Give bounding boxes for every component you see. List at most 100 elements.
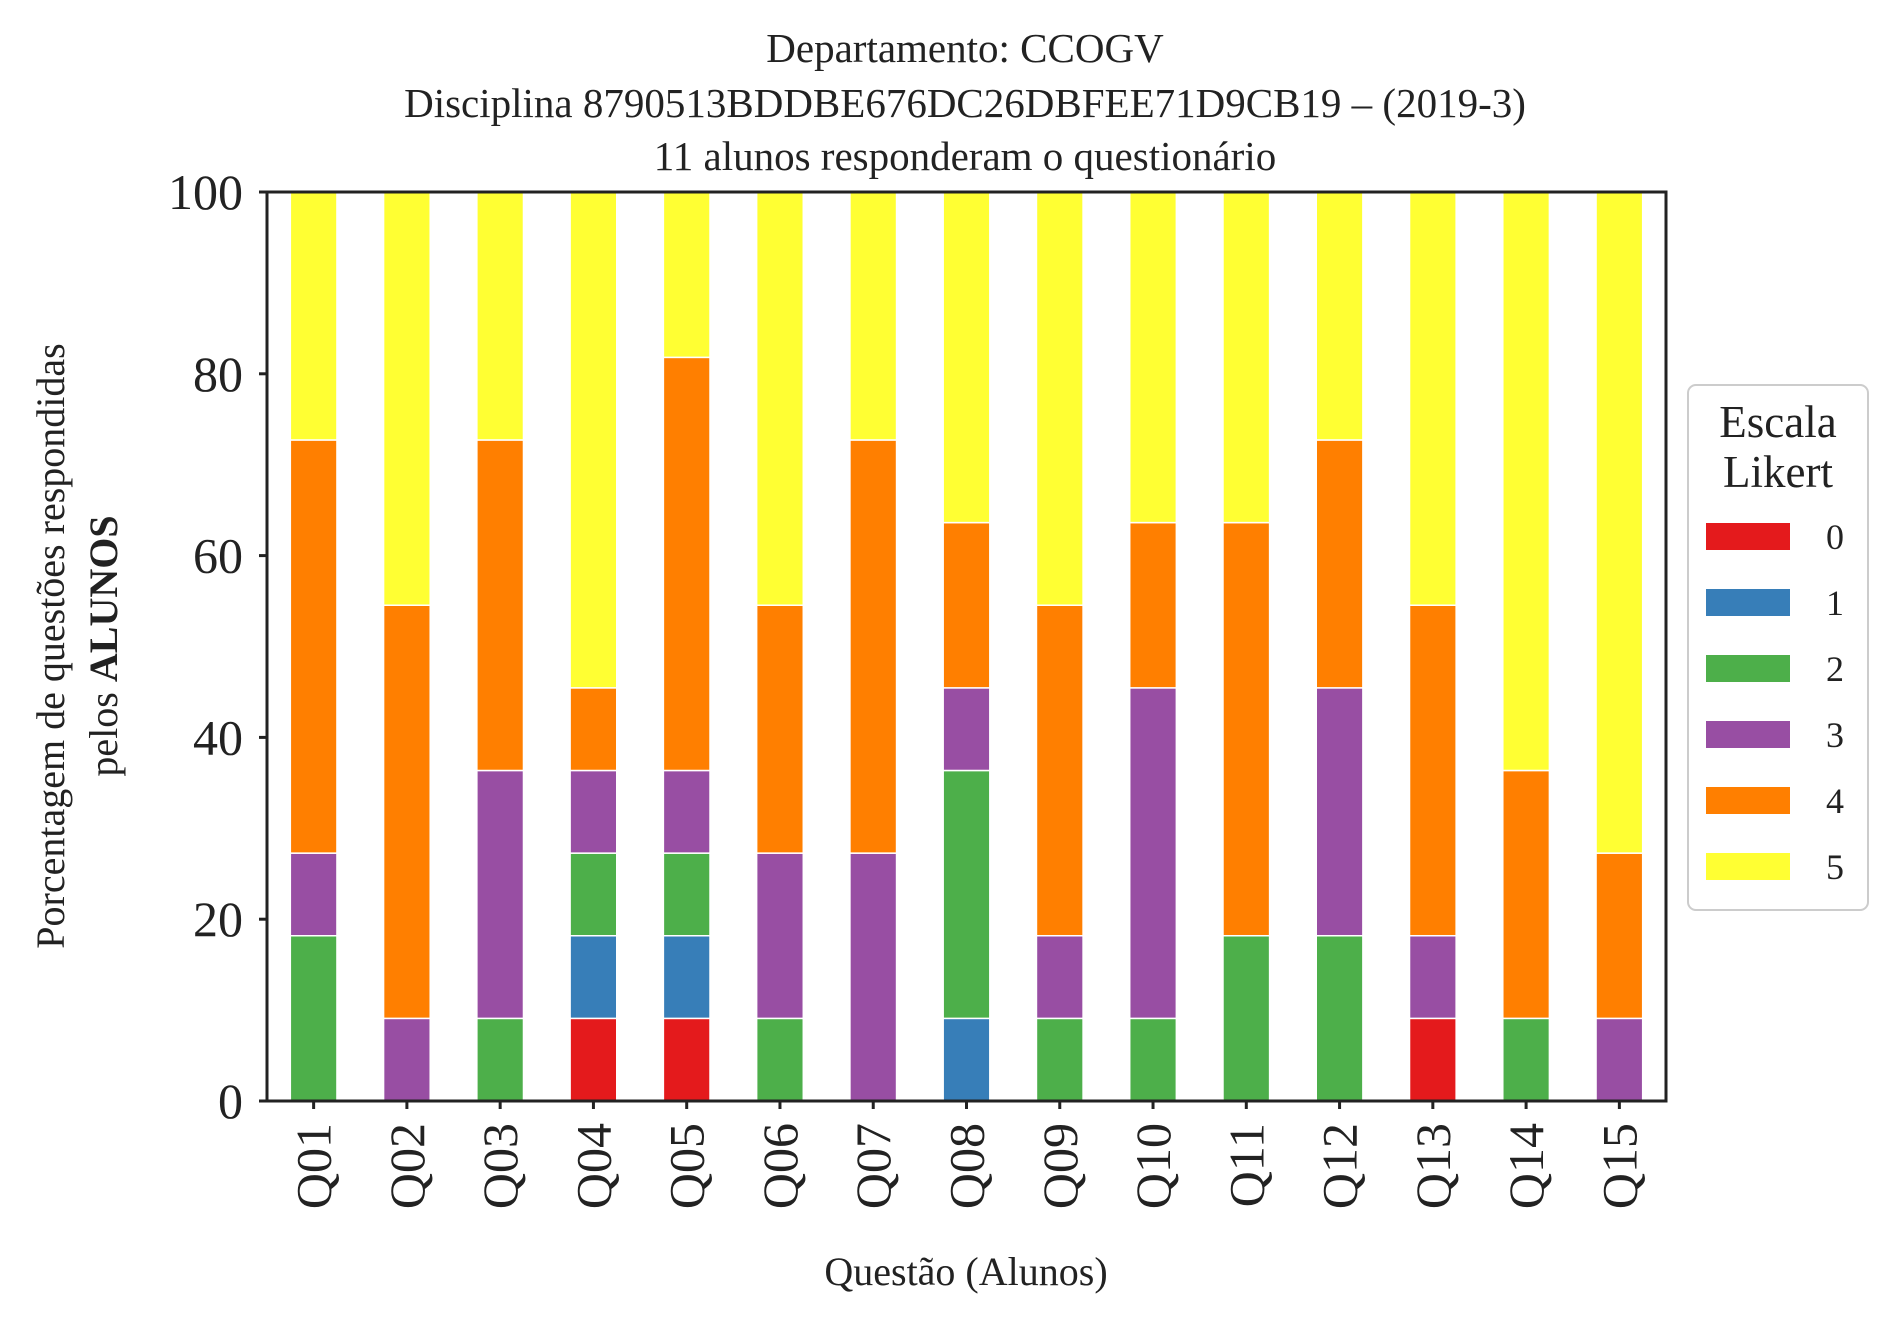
legend-label-0: 0 [1826,517,1844,557]
bar-segment-q13-likert-5 [1408,191,1457,606]
bar-segment-q10-likert-3 [1128,687,1178,1020]
bar-segment-q01-likert-3 [289,852,338,937]
bar-segment-q05-likert-0 [662,1017,711,1102]
y-axis-label-prefix: pelos [81,682,126,776]
bar-segment-q14-likert-5 [1502,191,1551,772]
bar-segment-q07-likert-5 [849,191,898,441]
x-tick-label-q15: Q15 [1591,1123,1647,1209]
bar-segment-q05-likert-3 [662,769,711,854]
bar-segment-q04-likert-3 [569,769,618,854]
legend-label-5: 5 [1826,847,1844,887]
x-tick-label-q12: Q12 [1312,1123,1368,1209]
title-line-3: 11 alunos responderam o questionário [654,133,1276,179]
x-tick-label-q05: Q05 [659,1123,715,1209]
x-tick-label-q03: Q03 [472,1123,528,1209]
y-axis-label-line-1: Porcentagem de questões respondidas [28,343,73,948]
bar-segment-q09-likert-3 [1035,934,1084,1020]
bar-segment-q03-likert-3 [476,769,525,1020]
bar-segment-q05-likert-5 [662,191,711,359]
legend-swatch-0 [1706,523,1790,550]
x-tick-label-q07: Q07 [845,1123,901,1209]
legend-swatch-3 [1706,721,1790,748]
legend-title-line-1: Escala [1719,397,1836,447]
bar-segment-q03-likert-2 [476,1017,525,1102]
bar-segment-q08-likert-2 [942,769,991,1020]
bar-segment-q04-likert-2 [569,852,618,937]
x-axis-ticks: Q01 Q02 Q03 Q04 Q05 Q06 Q07 Q08 Q09 Q10 Q11 Q12 Q13 Q… [286,1101,1647,1209]
legend-box [1687,384,1869,911]
bar-segment-q06-likert-4 [755,604,805,854]
bar-segment-q08-likert-3 [942,687,991,772]
bar-segment-q12-likert-2 [1315,934,1364,1102]
legend-title-line-2: Likert [1723,447,1833,497]
x-tick-label-q14: Q14 [1498,1123,1554,1209]
bar-segment-q02-likert-5 [382,191,431,606]
bar-segment-q14-likert-4 [1502,769,1551,1020]
legend-label-3: 3 [1826,715,1844,755]
x-axis-label: Questão (Alunos) [824,1249,1107,1294]
bar-segment-q15-likert-4 [1595,852,1644,1020]
x-tick-label-q10: Q10 [1125,1123,1181,1209]
legend-label-2: 2 [1826,649,1844,689]
bar-segment-q05-likert-2 [662,852,711,937]
bar-segment-q01-likert-5 [289,191,338,441]
y-axis-label-line-2: pelos ALUNOS [81,515,126,776]
bar-segment-q14-likert-2 [1502,1017,1551,1102]
y-tick-label: 80 [193,346,243,402]
bar-segment-q03-likert-5 [476,191,525,441]
bar-segment-q10-likert-4 [1128,521,1178,689]
bar-segment-q13-likert-0 [1408,1017,1457,1102]
bar-segment-q02-likert-3 [382,1017,431,1102]
bar-segment-q06-likert-3 [755,852,805,1020]
y-tick-label: 60 [193,528,243,584]
bar-segment-q09-likert-4 [1035,604,1084,937]
x-tick-label-q06: Q06 [752,1123,808,1209]
bar-segment-q01-likert-2 [289,934,338,1102]
legend-swatch-2 [1706,655,1790,682]
legend-label-1: 1 [1826,583,1844,623]
bar-segment-q15-likert-3 [1595,1017,1644,1102]
bar-segment-q08-likert-5 [942,191,991,524]
legend-label-4: 4 [1826,781,1844,821]
x-tick-label-q11: Q11 [1218,1123,1274,1207]
chart-title: Departamento: CCOGV Disciplina 8790513BD… [404,25,1526,179]
bar-segment-q13-likert-4 [1408,604,1457,937]
legend-swatch-1 [1706,589,1790,616]
title-line-2: Disciplina 8790513BDDBE676DC26DBFEE71D9C… [404,80,1526,126]
bars-layer [289,191,1644,1102]
y-axis-label-bold: ALUNOS [81,515,126,682]
x-tick-label-q08: Q08 [939,1123,995,1209]
x-tick-label-q09: Q09 [1032,1123,1088,1209]
bar-segment-q07-likert-4 [849,439,898,854]
bar-segment-q11-likert-2 [1222,934,1271,1102]
bar-segment-q12-likert-3 [1315,687,1364,937]
bar-segment-q05-likert-1 [662,934,711,1020]
bar-segment-q04-likert-5 [569,191,618,689]
bar-segment-q07-likert-3 [849,852,898,1102]
x-tick-label-q13: Q13 [1405,1123,1461,1209]
legend-items: 0 1 2 3 4 5 [1706,517,1844,887]
bar-segment-q03-likert-4 [476,439,525,772]
y-tick-label: 0 [218,1073,243,1129]
bar-segment-q04-likert-4 [569,687,618,772]
bar-segment-q11-likert-4 [1222,521,1271,937]
legend-swatch-4 [1706,787,1790,814]
y-tick-label: 40 [193,709,243,765]
bar-segment-q12-likert-5 [1315,191,1364,441]
x-tick-label-q01: Q01 [286,1123,342,1209]
bar-segment-q01-likert-4 [289,439,338,854]
bar-segment-q04-likert-0 [569,1017,618,1102]
bar-segment-q08-likert-1 [942,1017,991,1102]
bar-segment-q06-likert-5 [755,191,805,606]
bar-segment-q05-likert-4 [662,356,711,772]
bar-segment-q09-likert-5 [1035,191,1084,606]
legend-swatch-5 [1706,853,1790,880]
bar-segment-q13-likert-3 [1408,934,1457,1020]
title-line-1: Departamento: CCOGV [766,25,1164,71]
bar-segment-q15-likert-5 [1595,191,1644,854]
bar-segment-q09-likert-2 [1035,1017,1084,1102]
bar-segment-q02-likert-4 [382,604,431,1020]
bar-segment-q06-likert-2 [755,1017,805,1102]
bar-segment-q11-likert-5 [1222,191,1271,524]
